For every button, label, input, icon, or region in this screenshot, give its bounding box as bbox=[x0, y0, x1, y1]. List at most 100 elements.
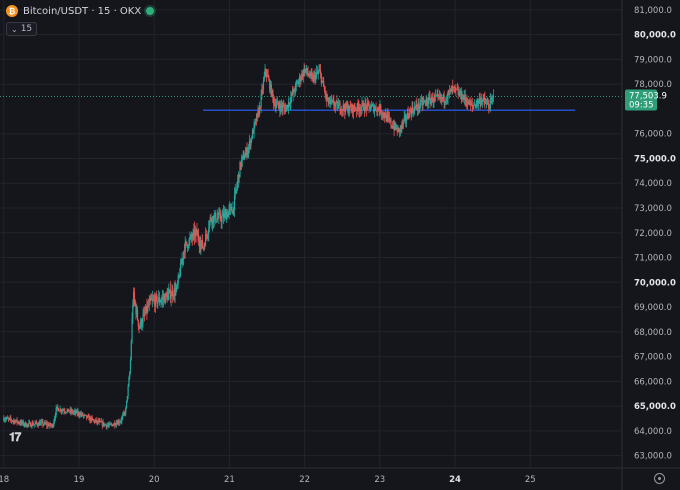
candle-body bbox=[433, 96, 435, 102]
candle-body bbox=[35, 422, 37, 424]
candle-body bbox=[39, 422, 42, 426]
candle-body bbox=[463, 95, 465, 100]
candle-body bbox=[446, 97, 448, 100]
candle-body bbox=[18, 423, 21, 424]
candle-body bbox=[284, 108, 286, 112]
candle-body bbox=[86, 415, 88, 418]
candle-body bbox=[301, 73, 304, 77]
candle-body bbox=[199, 245, 201, 248]
candle-body bbox=[313, 74, 315, 76]
candle-body bbox=[207, 233, 209, 236]
candle-body bbox=[34, 423, 36, 425]
candle-body bbox=[489, 99, 491, 110]
candle-body bbox=[305, 68, 308, 71]
candle-body bbox=[282, 105, 284, 109]
candle-body bbox=[272, 90, 274, 97]
candle-body bbox=[410, 110, 412, 115]
candle-body bbox=[260, 94, 262, 108]
candle-body bbox=[334, 105, 336, 107]
candle-body bbox=[22, 421, 24, 425]
candle-body bbox=[83, 414, 85, 416]
candle-body bbox=[224, 212, 226, 214]
candle-body bbox=[161, 299, 163, 302]
candle-body bbox=[179, 275, 181, 277]
candle-body bbox=[32, 424, 35, 426]
candle-body bbox=[100, 421, 102, 423]
candle-body bbox=[280, 104, 282, 111]
tradingview-logo[interactable]: 𝟏𝟕 bbox=[9, 430, 21, 444]
candle-body bbox=[103, 422, 105, 426]
y-tick-label: 69,000.0 bbox=[634, 303, 672, 313]
candle-body bbox=[191, 237, 193, 239]
candle-body bbox=[131, 319, 133, 342]
candle-body bbox=[312, 75, 315, 81]
candle-body bbox=[305, 68, 307, 71]
candle-body bbox=[441, 97, 443, 99]
candle-body bbox=[333, 100, 335, 106]
candle-body bbox=[138, 326, 140, 328]
candle-body bbox=[398, 128, 401, 132]
y-tick-label: 68,000.0 bbox=[634, 328, 672, 338]
interval-toggle[interactable]: ⌄ 15 bbox=[6, 22, 38, 36]
candle-body bbox=[348, 110, 350, 113]
candle-body bbox=[170, 295, 172, 299]
candle-body bbox=[396, 127, 398, 132]
candle-body bbox=[471, 104, 473, 106]
candle-body bbox=[108, 423, 110, 426]
candle-body bbox=[407, 112, 409, 118]
candle-body bbox=[64, 411, 67, 413]
candle-body bbox=[416, 104, 418, 108]
candle-body bbox=[352, 104, 354, 113]
candle-body bbox=[24, 422, 26, 425]
candle-body bbox=[413, 107, 416, 113]
candle-body bbox=[209, 217, 211, 222]
candle-body bbox=[370, 108, 372, 110]
candle-body bbox=[418, 102, 420, 108]
candle-body bbox=[253, 124, 255, 134]
candle-body bbox=[422, 102, 424, 106]
candle-body bbox=[241, 156, 243, 160]
candle-body bbox=[233, 207, 235, 210]
candle-body bbox=[356, 103, 358, 111]
candle-body bbox=[142, 315, 144, 324]
symbol-header[interactable]: ₿ Bitcoin/USDT · 15 · OKX bbox=[6, 5, 155, 17]
candle-body bbox=[367, 102, 369, 104]
candle-body bbox=[188, 239, 190, 247]
candle-body bbox=[105, 424, 107, 428]
candle-body bbox=[58, 410, 60, 412]
candle-body bbox=[311, 74, 313, 77]
candle-body bbox=[97, 420, 100, 423]
candle-body bbox=[291, 93, 293, 98]
candle-body bbox=[299, 76, 301, 82]
candle-body bbox=[476, 100, 478, 105]
candle-body bbox=[114, 423, 116, 426]
candle-body bbox=[180, 263, 182, 265]
candle-body bbox=[110, 424, 112, 425]
candle-body bbox=[127, 386, 129, 397]
candle-body bbox=[62, 410, 64, 412]
candle-body bbox=[390, 119, 392, 126]
candle-body bbox=[395, 127, 398, 129]
candle-body bbox=[211, 219, 213, 224]
candle-body bbox=[17, 421, 19, 423]
candle-body bbox=[21, 421, 24, 424]
candle-body bbox=[195, 229, 197, 231]
candle-body bbox=[250, 138, 252, 146]
settings-icon[interactable] bbox=[654, 473, 665, 484]
candle-body bbox=[130, 341, 132, 360]
symbol-title[interactable]: Bitcoin/USDT · 15 · OKX bbox=[23, 5, 142, 17]
candle-body bbox=[197, 235, 199, 237]
candle-body bbox=[249, 141, 251, 146]
candle-body bbox=[194, 230, 196, 237]
candle-body bbox=[328, 97, 330, 104]
candle-body bbox=[375, 107, 377, 111]
candle-body bbox=[104, 424, 106, 426]
candle-body bbox=[154, 299, 156, 307]
candle-body bbox=[50, 425, 53, 427]
candle-body bbox=[85, 414, 87, 416]
candle-body bbox=[183, 251, 186, 253]
candle-body bbox=[431, 96, 434, 103]
x-tick-label: 19 bbox=[74, 475, 85, 485]
